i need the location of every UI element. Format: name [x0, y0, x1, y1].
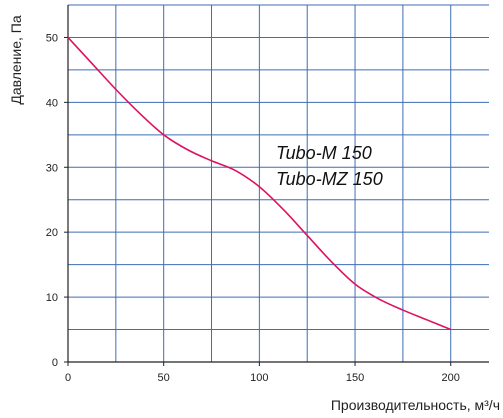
y-tick-label: 30: [46, 162, 58, 174]
annotation-tubo-m: Tubo-M 150: [276, 143, 372, 163]
x-tick-labels: 0 50 100 150 200: [65, 362, 460, 384]
x-tick-label: 200: [442, 372, 460, 384]
x-axis-label: Производительность, м³/ч: [331, 397, 500, 413]
y-tick-label: 10: [46, 292, 58, 304]
x-tick-label: 0: [65, 372, 71, 384]
y-tick-label: 50: [46, 32, 58, 44]
y-tick-labels: 0 10 20 30 40 50: [46, 32, 68, 369]
x-tick-label: 100: [250, 372, 268, 384]
y-tick-label: 0: [52, 357, 58, 369]
grid: [68, 4, 489, 362]
x-tick-label: 150: [346, 372, 364, 384]
x-tick-label: 50: [158, 372, 170, 384]
y-tick-label: 20: [46, 227, 58, 239]
annotation-tubo-mz: Tubo-MZ 150: [276, 169, 383, 189]
series-line: [67, 36, 452, 331]
y-tick-label: 40: [46, 97, 58, 109]
axes: [67, 5, 489, 363]
y-axis-label: Давление, Па: [8, 15, 24, 105]
